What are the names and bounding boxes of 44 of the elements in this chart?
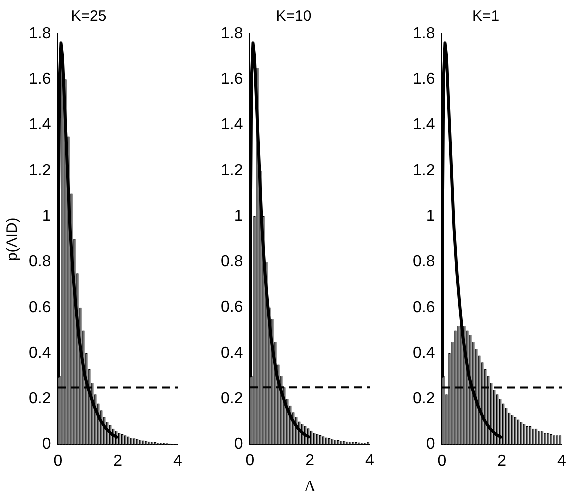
chart-title: K=1 (472, 8, 500, 26)
y-tick-label: 1.4 (220, 116, 244, 134)
x-tick-label: 4 (558, 452, 567, 470)
x-tick-label: 4 (366, 452, 375, 470)
y-tick-label: 1 (234, 208, 244, 225)
y-tick-label: 0 (426, 436, 436, 454)
x-tick-label: 0 (54, 452, 63, 470)
y-tick-label: 0.4 (220, 344, 244, 362)
y-tick-label: 1.2 (412, 162, 436, 180)
y-tick-label: 0.6 (28, 299, 52, 316)
x-axis-title: Λ (304, 478, 316, 496)
y-tick-label: 1.8 (220, 25, 244, 42)
y-tick-label: 1.4 (28, 116, 52, 134)
y-tick-label: 0.4 (412, 344, 436, 362)
y-tick-label: 1 (42, 208, 52, 225)
y-tick-label: 0.8 (220, 254, 244, 271)
y-tick-label: 0.4 (28, 344, 52, 362)
y-tick-label: 0.2 (28, 390, 52, 408)
y-tick-label: 1.6 (28, 71, 52, 88)
x-tick-label: 2 (306, 452, 315, 470)
x-tick-label: 2 (498, 452, 507, 470)
x-tick-label: 2 (114, 452, 123, 470)
y-axis-title: p(ΛID) (4, 218, 22, 262)
y-tick-label: 0.6 (412, 299, 436, 316)
y-tick-label: 1.8 (28, 25, 52, 42)
chart-title: K=25 (71, 8, 107, 26)
y-tick-label: 1.2 (28, 162, 52, 180)
y-tick-label: 0.2 (412, 390, 436, 408)
chart-title: K=10 (276, 8, 312, 26)
y-tick-label: 1.2 (220, 162, 244, 180)
y-tick-label: 1.4 (412, 116, 436, 134)
x-tick-label: 0 (438, 452, 447, 470)
y-tick-label: 1 (426, 208, 436, 225)
y-tick-label: 0.6 (220, 299, 244, 316)
y-tick-label: 0.8 (412, 254, 436, 271)
x-tick-label: 4 (174, 452, 183, 470)
y-tick-label: 1.6 (412, 71, 436, 88)
y-tick-label: 0.2 (220, 390, 244, 408)
y-tick-label: 0 (234, 436, 244, 454)
y-tick-label: 1.6 (220, 71, 244, 88)
y-tick-label: 1.8 (412, 25, 436, 42)
x-tick-label: 0 (246, 452, 255, 470)
y-tick-label: 0 (42, 436, 52, 454)
y-tick-label: 0.8 (28, 254, 52, 271)
